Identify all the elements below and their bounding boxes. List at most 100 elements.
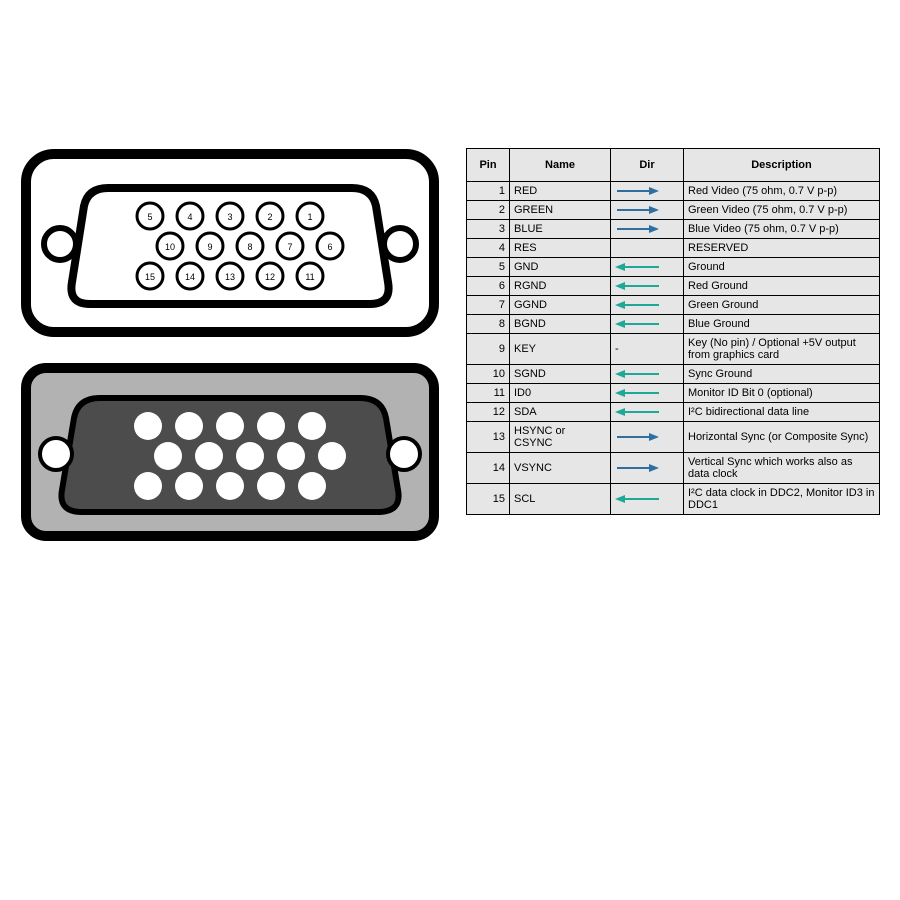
page: 5 4 3 2 1 10 9 8 7 6 15 14 13 12 11 [0, 0, 900, 900]
cell-dir [611, 315, 684, 334]
cell-dir [611, 365, 684, 384]
cell-dir [611, 484, 684, 515]
table-row: 11ID0 Monitor ID Bit 0 (optional) [467, 384, 880, 403]
cell-name: SCL [510, 484, 611, 515]
cell-name: VSYNC [510, 453, 611, 484]
cell-pin: 3 [467, 220, 510, 239]
cell-name: RES [510, 239, 611, 258]
svg-text:12: 12 [265, 272, 275, 282]
cell-desc: Blue Ground [684, 315, 880, 334]
col-dir: Dir [611, 149, 684, 182]
arrow-in-icon [615, 369, 659, 379]
cell-pin: 11 [467, 384, 510, 403]
cell-name: RED [510, 182, 611, 201]
cell-name: HSYNC or CSYNC [510, 422, 611, 453]
svg-text:11: 11 [305, 272, 314, 282]
table-row: 8BGND Blue Ground [467, 315, 880, 334]
cell-name: GND [510, 258, 611, 277]
cell-name: GGND [510, 296, 611, 315]
cell-dir [611, 182, 684, 201]
table-row: 7GGND Green Ground [467, 296, 880, 315]
col-pin: Pin [467, 149, 510, 182]
svg-text:9: 9 [207, 242, 212, 252]
cell-dir [611, 201, 684, 220]
table-row: 3BLUE Blue Video (75 ohm, 0.7 V p-p) [467, 220, 880, 239]
svg-text:14: 14 [185, 272, 195, 282]
table-row: 2GREENGreen Video (75 ohm, 0.7 V p-p) [467, 201, 880, 220]
arrow-in-icon [615, 407, 659, 417]
arrow-in-icon [615, 319, 659, 329]
cell-desc: Monitor ID Bit 0 (optional) [684, 384, 880, 403]
table-row: 14VSYNC Vertical Sync which works also as… [467, 453, 880, 484]
cell-desc: Blue Video (75 ohm, 0.7 V p-p) [684, 220, 880, 239]
cell-pin: 13 [467, 422, 510, 453]
cell-desc: I²C bidirectional data line [684, 403, 880, 422]
cell-pin: 10 [467, 365, 510, 384]
cell-name: SGND [510, 365, 611, 384]
svg-text:2: 2 [267, 212, 272, 222]
cell-name: ID0 [510, 384, 611, 403]
svg-text:1: 1 [307, 212, 312, 222]
cell-dir [611, 422, 684, 453]
cell-dir [611, 384, 684, 403]
table-row: 4RES RESERVED [467, 239, 880, 258]
cell-name: RGND [510, 277, 611, 296]
cell-pin: 8 [467, 315, 510, 334]
pinout-table: Pin Name Dir Description 1RED Red Video (… [466, 148, 880, 515]
cell-name: BGND [510, 315, 611, 334]
svg-text:6: 6 [327, 242, 332, 252]
svg-text:15: 15 [145, 272, 155, 282]
pinout-table-wrapper: Pin Name Dir Description 1RED Red Video (… [466, 148, 880, 515]
table-header-row: Pin Name Dir Description [467, 149, 880, 182]
svg-text:7: 7 [287, 242, 292, 252]
arrow-out-icon [615, 224, 659, 234]
vga-male-diagram [20, 362, 440, 542]
arrow-in-icon [615, 262, 659, 272]
svg-text:3: 3 [227, 212, 232, 222]
cell-desc: Green Ground [684, 296, 880, 315]
table-row: 1RED Red Video (75 ohm, 0.7 V p-p) [467, 182, 880, 201]
cell-name: BLUE [510, 220, 611, 239]
svg-text:8: 8 [247, 242, 252, 252]
cell-pin: 4 [467, 239, 510, 258]
cell-pin: 7 [467, 296, 510, 315]
cell-pin: 1 [467, 182, 510, 201]
cell-pin: 15 [467, 484, 510, 515]
table-row: 10SGND Sync Ground [467, 365, 880, 384]
vga-female-diagram: 5 4 3 2 1 10 9 8 7 6 15 14 13 12 11 [20, 148, 440, 338]
connector-diagrams: 5 4 3 2 1 10 9 8 7 6 15 14 13 12 11 [20, 148, 450, 542]
cell-dir [611, 258, 684, 277]
cell-pin: 14 [467, 453, 510, 484]
cell-desc: I²C data clock in DDC2, Monitor ID3 in D… [684, 484, 880, 515]
no-pin-dash: - [615, 343, 619, 355]
cell-desc: RESERVED [684, 239, 880, 258]
cell-dir [611, 403, 684, 422]
cell-pin: 12 [467, 403, 510, 422]
arrow-in-icon [615, 281, 659, 291]
cell-pin: 5 [467, 258, 510, 277]
cell-desc: Key (No pin) / Optional +5V output from … [684, 334, 880, 365]
cell-desc: Red Video (75 ohm, 0.7 V p-p) [684, 182, 880, 201]
cell-dir [611, 453, 684, 484]
cell-desc: Ground [684, 258, 880, 277]
arrow-in-icon [615, 300, 659, 310]
cell-dir [611, 239, 684, 258]
arrow-in-icon [615, 388, 659, 398]
table-row: 13HSYNC or CSYNC Horizontal Sync (or Comp… [467, 422, 880, 453]
table-row: 12SDAI²C bidirectional data line [467, 403, 880, 422]
cell-desc: Red Ground [684, 277, 880, 296]
arrow-out-icon [615, 205, 659, 215]
cell-desc: Sync Ground [684, 365, 880, 384]
arrow-out-icon [615, 432, 659, 442]
cell-dir [611, 220, 684, 239]
cell-dir [611, 277, 684, 296]
svg-text:5: 5 [147, 212, 152, 222]
col-name: Name [510, 149, 611, 182]
table-row: 6RGNDRed Ground [467, 277, 880, 296]
cell-desc: Vertical Sync which works also as data c… [684, 453, 880, 484]
cell-desc: Green Video (75 ohm, 0.7 V p-p) [684, 201, 880, 220]
cell-dir: - [611, 334, 684, 365]
svg-text:13: 13 [225, 272, 235, 282]
cell-desc: Horizontal Sync (or Composite Sync) [684, 422, 880, 453]
table-row: 15SCL I²C data clock in DDC2, Monitor ID3… [467, 484, 880, 515]
